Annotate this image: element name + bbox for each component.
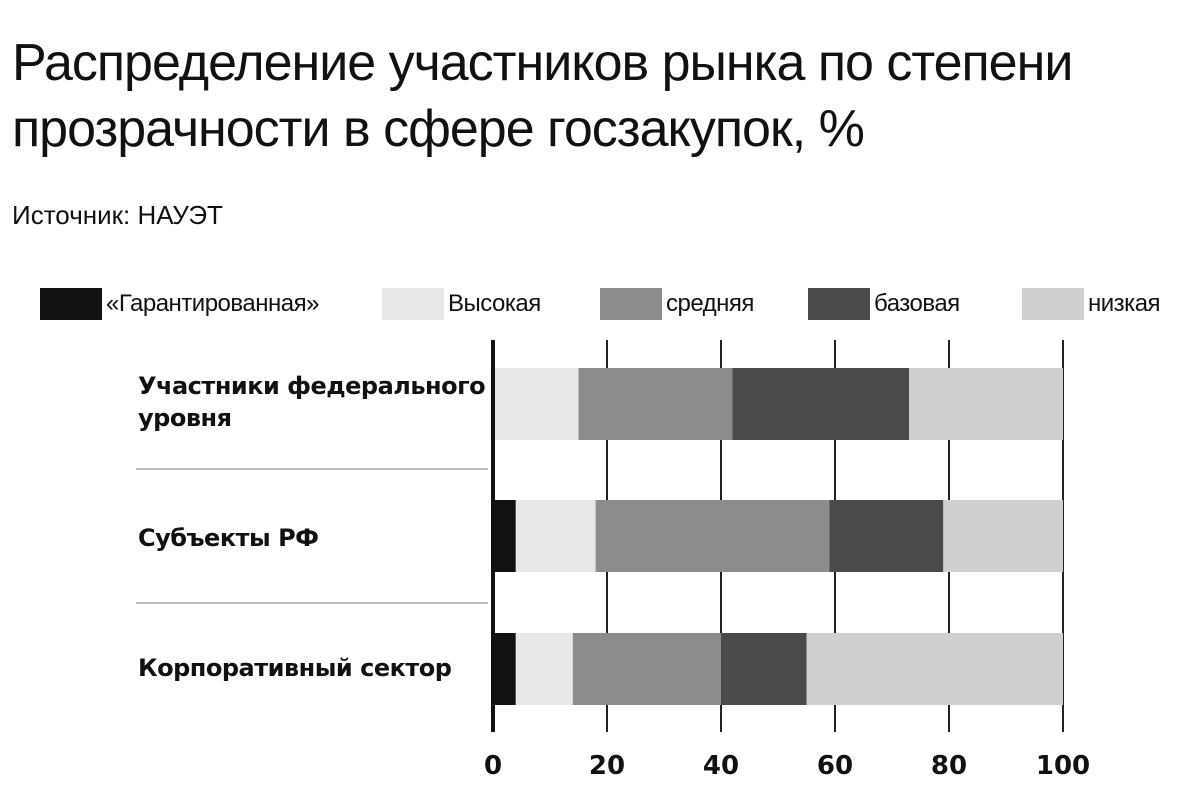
bar-segment-high-row-3	[515, 633, 573, 705]
legend-swatch-low	[1022, 288, 1084, 320]
x-axis: 0 20 40 60 80 100	[484, 340, 1090, 781]
row-label-regions: Субъекты РФ	[138, 524, 319, 552]
legend-swatch-medium	[600, 288, 662, 320]
legend-item-basic: базовая	[808, 284, 960, 324]
row-separator	[136, 602, 488, 604]
bar-segment-low-row-1	[909, 368, 1063, 440]
x-tick-label: 80	[931, 751, 967, 781]
bar-segment-low-row-3	[806, 633, 1063, 705]
x-tick-label: 20	[589, 751, 625, 781]
chart-source: Источник: НАУЭТ	[12, 200, 223, 230]
row-label-corporate: Корпоративный сектор	[138, 654, 452, 682]
x-tick-label: 0	[484, 751, 502, 781]
bar-segment-basic-row-2	[829, 500, 944, 572]
bar-segment-medium-row-2	[595, 500, 830, 572]
legend-item-high: Высокая	[382, 284, 541, 324]
bar-segment-high-row-2	[515, 500, 596, 572]
legend-swatch-basic	[808, 288, 870, 320]
legend-swatch-guaranteed	[40, 288, 102, 320]
bar-segment-guaranteed-row-3	[493, 633, 516, 705]
legend-label-basic: базовая	[874, 290, 960, 317]
bar-segment-basic-row-1	[732, 368, 910, 440]
legend-item-medium: средняя	[600, 284, 754, 324]
legend-label-medium: средняя	[666, 290, 754, 317]
row-separator	[136, 468, 488, 470]
chart-legend: «Гарантированная» Высокая средняя базова…	[40, 284, 1180, 324]
bar-segment-guaranteed-row-2	[493, 500, 516, 572]
bar-segment-high-row-1	[493, 368, 579, 440]
legend-label-high: Высокая	[448, 290, 541, 317]
legend-label-guaranteed: «Гарантированная»	[106, 290, 319, 317]
row-label-federal: Участники федерального уровня	[138, 372, 486, 432]
bar-segment-medium-row-1	[578, 368, 733, 440]
x-tick-label: 60	[817, 751, 853, 781]
legend-label-low: низкая	[1088, 290, 1161, 317]
bar-segment-low-row-2	[943, 500, 1063, 572]
legend-swatch-high	[382, 288, 444, 320]
bar-segment-basic-row-3	[721, 633, 807, 705]
bars	[493, 368, 1063, 705]
legend-item-guaranteed: «Гарантированная»	[40, 284, 319, 324]
x-tick-label: 100	[1036, 751, 1090, 781]
bar-segment-medium-row-3	[572, 633, 721, 705]
x-tick-label: 40	[703, 751, 739, 781]
legend-item-low: низкая	[1022, 284, 1161, 324]
chart-title: Распределение участников рынка по степен…	[12, 34, 1073, 158]
